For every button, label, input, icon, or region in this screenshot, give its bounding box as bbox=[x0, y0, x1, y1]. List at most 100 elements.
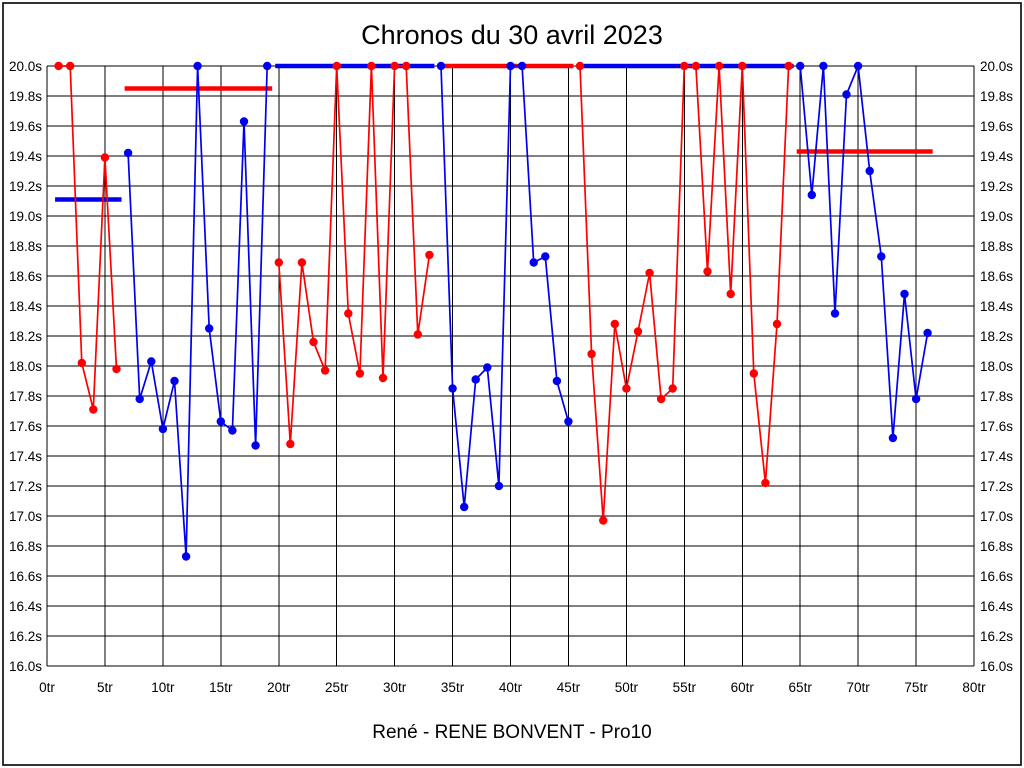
lap-marker-manche-2 bbox=[135, 394, 144, 404]
y-tick-label-right: 19.4s bbox=[980, 149, 1013, 164]
lap-marker-manche-5 bbox=[668, 384, 677, 393]
y-tick-label-left: 16.0s bbox=[9, 659, 42, 674]
lap-marker-manche-4 bbox=[517, 61, 527, 71]
x-tick-label: 5tr bbox=[97, 680, 113, 695]
lap-marker-manche-5 bbox=[749, 369, 758, 378]
lap-marker-manche-5 bbox=[703, 267, 712, 276]
grid-layer bbox=[46, 65, 975, 667]
lap-marker-manche-6 bbox=[888, 433, 898, 443]
lap-marker-manche-2 bbox=[147, 357, 156, 366]
y-tick-label-right: 19.2s bbox=[980, 179, 1013, 194]
lap-marker-manche-4 bbox=[541, 252, 550, 261]
lap-marker-manche-3 bbox=[413, 330, 422, 339]
y-tick-label-right: 17.8s bbox=[980, 389, 1013, 404]
x-tick-label: 25tr bbox=[325, 680, 349, 695]
lap-marker-manche-6 bbox=[796, 61, 805, 71]
lap-marker-manche-3 bbox=[344, 309, 353, 318]
x-tick-label: 50tr bbox=[615, 680, 639, 695]
y-tick-label-left: 19.2s bbox=[9, 179, 42, 194]
y-tick-label-left: 18.0s bbox=[9, 359, 42, 374]
lap-marker-manche-6 bbox=[865, 166, 874, 176]
lap-marker-manche-5 bbox=[656, 394, 666, 404]
lap-marker-manche-5 bbox=[575, 61, 585, 71]
lap-marker-manche-3 bbox=[274, 258, 283, 267]
lap-marker-manche-3 bbox=[309, 337, 318, 347]
x-tick-label: 65tr bbox=[789, 680, 813, 695]
lap-marker-manche-5 bbox=[714, 61, 724, 71]
y-tick-label-right: 16.8s bbox=[980, 539, 1013, 554]
y-tick-label-right: 16.2s bbox=[980, 629, 1013, 644]
lap-marker-manche-6 bbox=[900, 289, 909, 299]
y-tick-label-left: 19.0s bbox=[9, 209, 42, 224]
y-tick-label-left: 17.6s bbox=[9, 419, 42, 434]
lap-marker-manche-2 bbox=[216, 417, 225, 426]
lap-marker-manche-6 bbox=[807, 190, 816, 200]
x-tick-label: 15tr bbox=[209, 680, 233, 695]
lap-marker-manche-3 bbox=[390, 61, 399, 71]
y-tick-label-right: 18.4s bbox=[980, 299, 1013, 314]
lap-series-manche-6 bbox=[799, 65, 929, 439]
chart-title: Chronos du 30 avril 2023 bbox=[361, 20, 663, 50]
x-tick-label: 10tr bbox=[151, 680, 175, 695]
x-tick-label: 75tr bbox=[904, 680, 928, 695]
x-tick-label: 20tr bbox=[267, 680, 291, 695]
lap-marker-manche-2 bbox=[170, 376, 179, 386]
lap-marker-manche-1 bbox=[112, 364, 121, 374]
y-tick-label-right: 16.0s bbox=[980, 659, 1013, 674]
lap-marker-manche-4 bbox=[506, 61, 515, 71]
lap-marker-manche-1 bbox=[77, 358, 87, 368]
lap-marker-manche-4 bbox=[529, 258, 538, 267]
lap-marker-manche-4 bbox=[494, 481, 504, 491]
y-tick-label-right: 18.8s bbox=[980, 239, 1013, 254]
lap-marker-manche-1 bbox=[100, 153, 110, 162]
y-tick-label-left: 16.6s bbox=[9, 569, 42, 584]
lap-marker-manche-2 bbox=[239, 117, 249, 126]
y-tick-label-left: 17.0s bbox=[9, 509, 42, 524]
markers-layer bbox=[54, 61, 932, 561]
y-tick-label-right: 19.6s bbox=[980, 119, 1013, 134]
lap-marker-manche-1 bbox=[54, 61, 63, 71]
lap-marker-manche-3 bbox=[332, 61, 341, 71]
y-tick-label-left: 20.0s bbox=[9, 59, 42, 74]
lap-marker-manche-2 bbox=[251, 441, 260, 450]
lap-marker-manche-4 bbox=[436, 61, 446, 71]
y-tick-label-right: 19.0s bbox=[980, 209, 1013, 224]
lap-marker-manche-4 bbox=[483, 363, 492, 372]
lap-series-manche-4 bbox=[440, 65, 570, 508]
lap-marker-manche-3 bbox=[297, 258, 307, 267]
lap-marker-manche-5 bbox=[645, 268, 654, 278]
lap-marker-manche-3 bbox=[367, 61, 376, 71]
y-tick-label-left: 17.8s bbox=[9, 389, 42, 404]
chart-subtitle: René - RENE BONVENT - Pro10 bbox=[372, 722, 651, 743]
y-tick-label-left: 16.4s bbox=[9, 599, 42, 614]
lap-marker-manche-4 bbox=[552, 376, 562, 386]
lap-marker-manche-3 bbox=[378, 373, 388, 383]
lap-marker-manche-5 bbox=[599, 516, 608, 525]
lap-marker-manche-5 bbox=[587, 349, 596, 359]
axis-labels-layer: 0tr 5tr 10tr 15tr 20tr 25tr 30tr 35tr 40tr 45tr 50… bbox=[9, 59, 1013, 695]
y-tick-label-right: 17.6s bbox=[980, 419, 1013, 434]
lap-marker-manche-4 bbox=[460, 502, 469, 512]
lap-marker-manche-5 bbox=[691, 61, 701, 71]
lap-marker-manche-6 bbox=[923, 328, 932, 338]
lap-marker-manche-5 bbox=[680, 61, 689, 71]
x-tick-label: 80tr bbox=[962, 680, 986, 695]
y-tick-label-right: 17.0s bbox=[980, 509, 1013, 524]
lap-marker-manche-5 bbox=[610, 319, 619, 329]
x-tick-label: 60tr bbox=[731, 680, 755, 695]
y-tick-label-right: 16.4s bbox=[980, 599, 1013, 614]
y-tick-label-right: 17.2s bbox=[980, 479, 1013, 494]
lap-marker-manche-6 bbox=[819, 61, 828, 71]
y-tick-label-left: 16.2s bbox=[9, 629, 42, 644]
lap-marker-manche-5 bbox=[784, 61, 793, 71]
lap-marker-manche-3 bbox=[425, 250, 434, 260]
lap-marker-manche-2 bbox=[205, 324, 214, 333]
y-tick-label-right: 16.6s bbox=[980, 569, 1013, 584]
lap-marker-manche-6 bbox=[830, 309, 840, 318]
y-tick-label-left: 19.8s bbox=[9, 89, 42, 104]
y-tick-label-left: 19.6s bbox=[9, 119, 42, 134]
y-tick-label-left: 19.4s bbox=[9, 149, 42, 164]
